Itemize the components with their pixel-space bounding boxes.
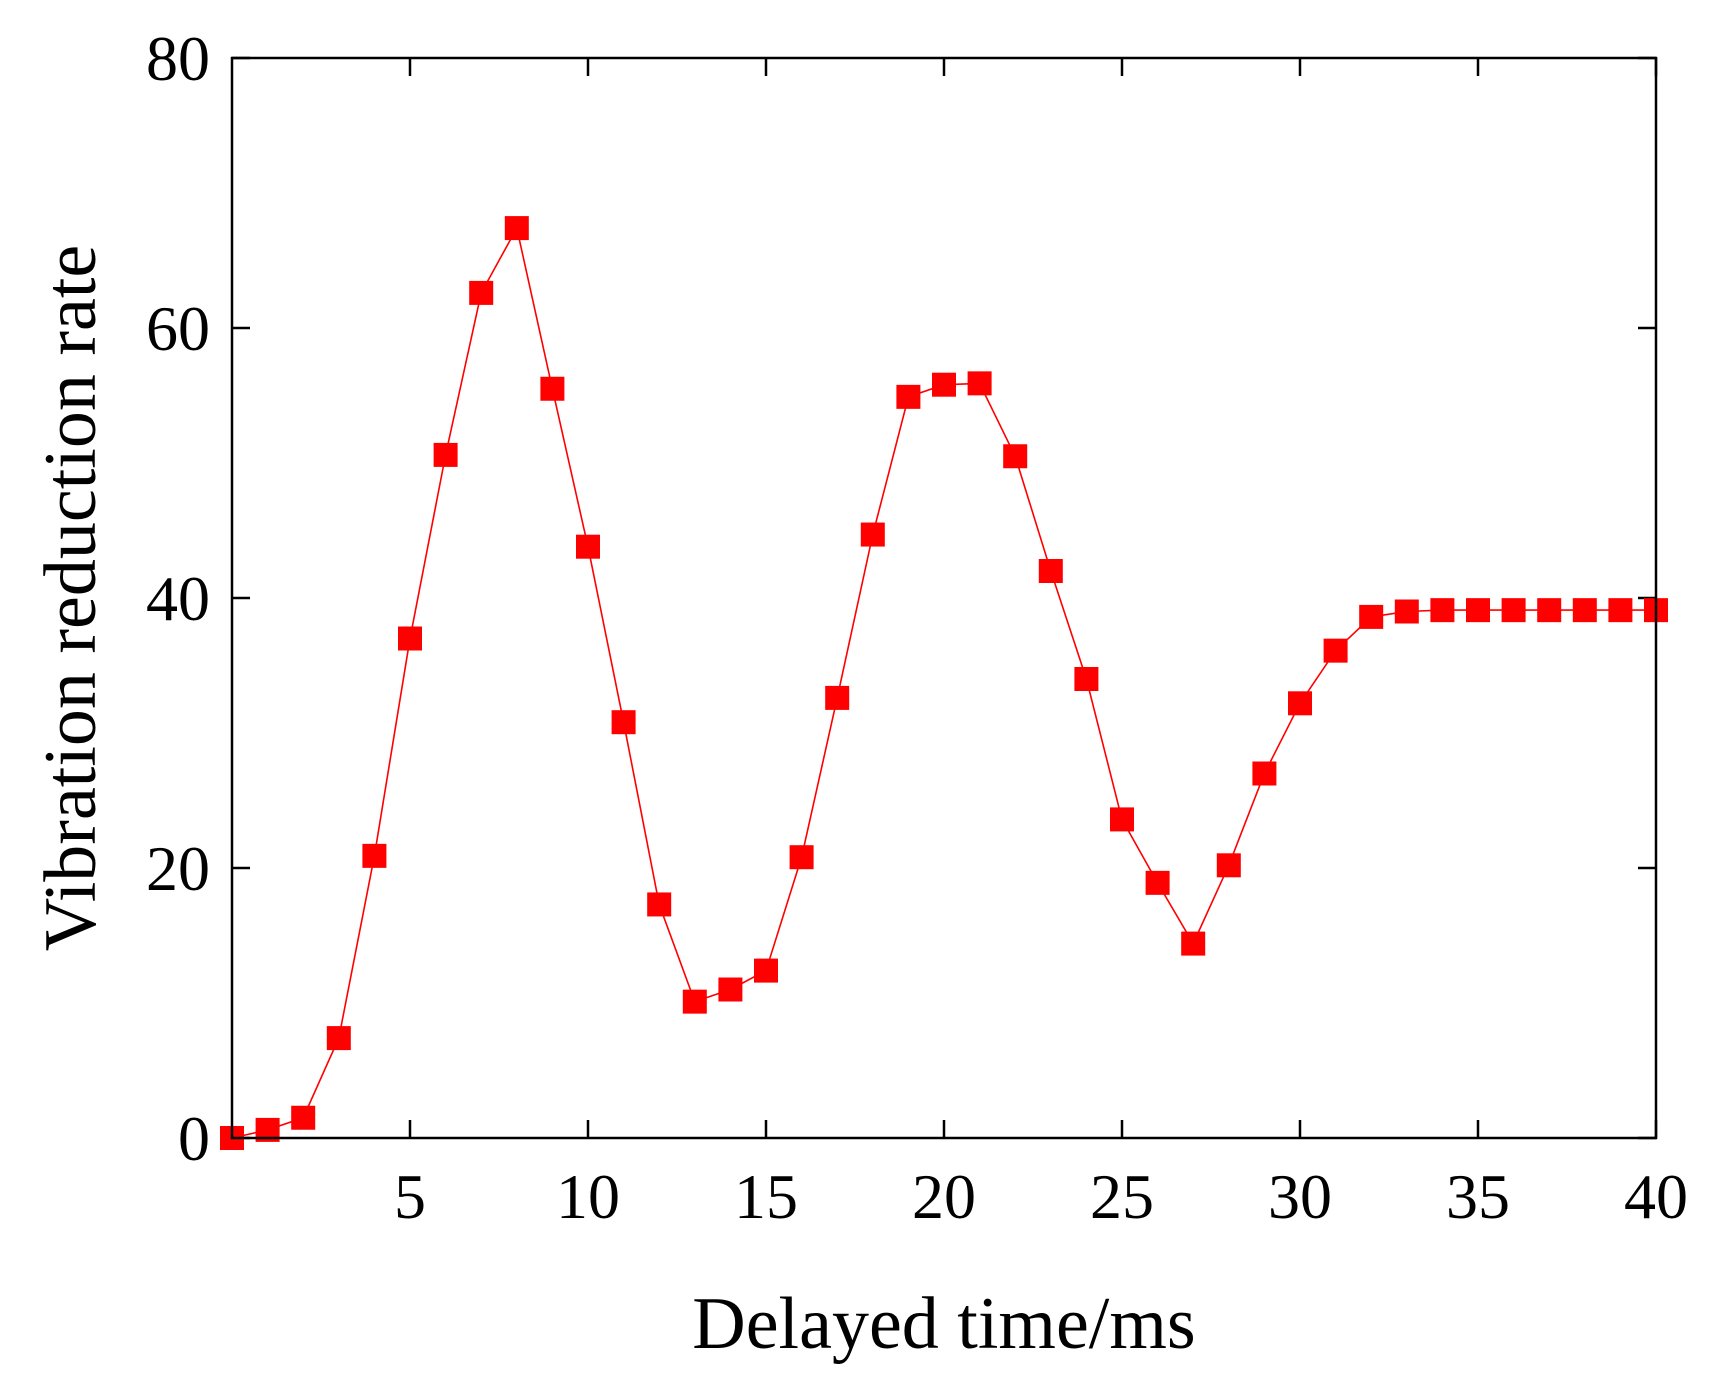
y-tick-label: 40	[146, 563, 210, 634]
data-point-marker	[1288, 691, 1312, 716]
data-point-marker	[860, 522, 885, 547]
x-tick-label: 35	[1446, 1161, 1510, 1232]
data-point-marker	[1501, 598, 1526, 623]
data-point-marker	[540, 376, 565, 401]
data-point-marker	[967, 371, 992, 396]
data-point-marker	[1466, 598, 1490, 623]
data-point-marker	[291, 1105, 316, 1130]
data-point-marker	[1359, 604, 1384, 629]
x-axis-title: Delayed time/ms	[692, 1283, 1195, 1365]
x-tick-label: 15	[734, 1161, 798, 1232]
data-point-marker	[718, 977, 743, 1002]
data-point-marker	[1537, 598, 1562, 623]
data-point-marker	[1608, 598, 1633, 623]
data-point-marker	[362, 843, 387, 868]
data-point-marker	[932, 372, 956, 397]
axis-tick-labels: 5 10 15 20 25 30 35 40 0 20 40 60 80	[146, 23, 1688, 1232]
y-tick-label: 20	[146, 833, 210, 904]
x-tick-label: 40	[1624, 1161, 1688, 1232]
data-point-marker	[789, 845, 814, 870]
data-point-marker	[1323, 638, 1348, 663]
y-axis-title: Vibration reduction rate	[30, 245, 112, 952]
data-point-marker	[1074, 667, 1099, 691]
data-point-marker	[754, 958, 778, 983]
data-point-marker	[896, 384, 921, 409]
data-point-marker	[576, 534, 600, 559]
data-point-marker	[1110, 807, 1134, 832]
data-point-marker	[647, 892, 672, 917]
plot-frame	[230, 56, 1658, 1140]
series-layer	[220, 216, 1668, 1150]
data-point-marker	[611, 710, 636, 735]
data-point-marker	[682, 989, 707, 1014]
x-tick-label: 10	[556, 1161, 620, 1232]
data-point-marker	[1430, 598, 1455, 623]
y-tick-label: 80	[146, 23, 210, 94]
data-point-marker	[1252, 761, 1277, 786]
data-point-marker	[433, 442, 458, 467]
y-tick-label: 60	[146, 293, 210, 364]
x-tick-label: 5	[394, 1161, 426, 1232]
data-point-marker	[1572, 598, 1597, 623]
data-point-marker	[1216, 853, 1241, 878]
x-tick-label: 25	[1090, 1161, 1154, 1232]
data-point-marker	[1003, 444, 1028, 469]
data-point-marker	[469, 280, 494, 305]
data-point-marker	[398, 626, 422, 651]
data-point-marker	[825, 685, 850, 710]
data-point-marker	[1394, 599, 1419, 624]
data-point-marker	[326, 1026, 351, 1051]
x-tick-label: 20	[912, 1161, 976, 1232]
y-tick-label: 0	[178, 1103, 210, 1174]
data-point-marker	[1181, 931, 1206, 956]
x-tick-label: 30	[1268, 1161, 1332, 1232]
data-point-marker	[1038, 559, 1063, 583]
data-point-marker	[504, 216, 529, 241]
data-point-marker	[1145, 870, 1170, 895]
